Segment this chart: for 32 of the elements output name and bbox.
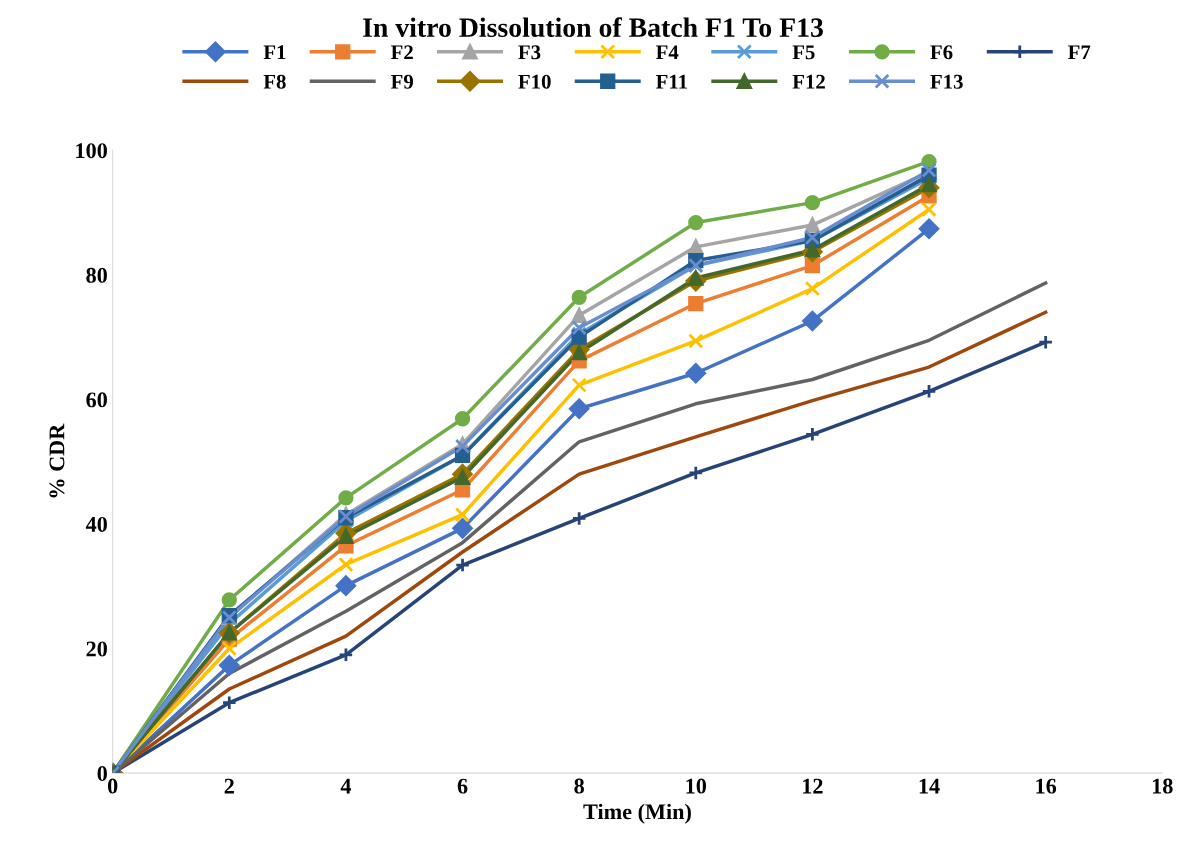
x-tick-label: 4: [340, 778, 352, 794]
legend-label: F8: [263, 74, 286, 89]
legend-label: F1: [263, 45, 286, 60]
legend-label: F9: [390, 74, 413, 89]
legend-label: F3: [518, 45, 541, 60]
y-tick-label: 0: [97, 766, 107, 782]
legend-label: F10: [518, 74, 551, 89]
x-tick-label: 8: [574, 778, 584, 794]
x-tick-label: 10: [686, 778, 707, 794]
chart-title: In vitro Dissolution of Batch F1 To F13: [363, 17, 823, 38]
y-tick-label: 80: [86, 267, 107, 283]
legend-label: F2: [390, 45, 413, 60]
x-tick-label: 18: [1152, 778, 1173, 794]
x-axis-title: Time (Min): [583, 803, 691, 824]
y-tick-label: 60: [86, 392, 107, 408]
legend-label: F6: [930, 45, 953, 60]
x-tick-label: 14: [919, 778, 940, 794]
x-tick-label: 2: [224, 778, 234, 794]
x-tick-label: 6: [457, 778, 468, 794]
legend-label: F5: [792, 45, 815, 60]
legend-label: F7: [1068, 45, 1091, 60]
y-tick-label: 40: [85, 516, 107, 532]
x-tick-label: 16: [1036, 778, 1057, 794]
legend-label: F4: [656, 45, 679, 60]
y-tick-label: 100: [76, 143, 107, 159]
y-axis-title: % CDR: [49, 423, 65, 498]
legend-label: F12: [792, 74, 825, 89]
y-tick-label: 20: [86, 641, 107, 657]
x-tick-label: 0: [107, 778, 118, 794]
x-tick-label: 12: [803, 778, 823, 794]
legend-label: F11: [656, 74, 687, 89]
legend-label: F13: [930, 74, 963, 89]
